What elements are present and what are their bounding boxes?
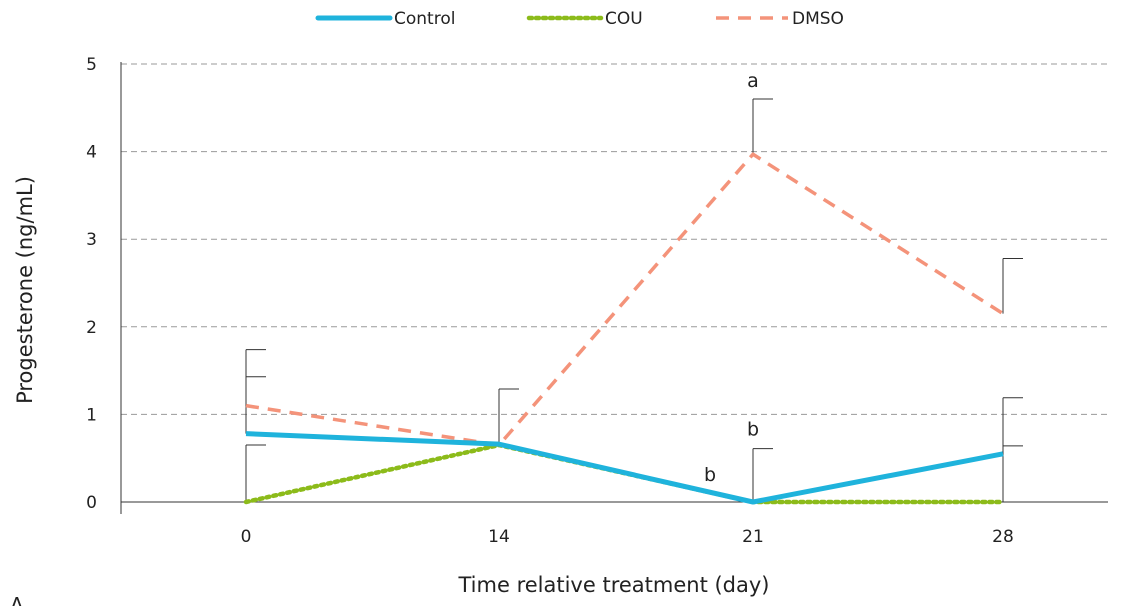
annotation-label: a — [747, 70, 759, 92]
legend-label-dmso: DMSO — [792, 9, 844, 29]
legend-label-control: Control — [394, 9, 455, 29]
annotation-label: b — [747, 418, 759, 440]
y-axis-title: Progesterone (ng/mL) — [13, 176, 37, 404]
y-tick-label: 5 — [86, 55, 97, 75]
y-tick-label: 2 — [86, 318, 97, 338]
x-tick-label: 0 — [241, 527, 252, 547]
y-tick-label: 1 — [86, 405, 97, 425]
x-tick-labels: 0 14 21 28 — [241, 527, 1014, 547]
series-line-control — [245, 431, 1004, 505]
x-axis-title: Time relative treatment (day) — [458, 573, 770, 597]
gridlines — [121, 63, 1108, 415]
y-tick-label: 3 — [86, 230, 97, 250]
y-tick-label: 0 — [86, 493, 97, 513]
error-bars — [245, 98, 1023, 502]
series-lines — [243, 152, 1006, 505]
annotation-label: b — [704, 464, 716, 486]
x-tick-label: 14 — [488, 527, 510, 547]
series-line-dmso — [245, 152, 1004, 447]
legend: Control COU DMSO — [315, 9, 844, 29]
annotations: a b b — [704, 70, 759, 486]
x-tick-label: 28 — [992, 527, 1014, 547]
y-tick-labels: 0 1 2 3 4 5 — [86, 55, 97, 513]
legend-label-cou: COU — [605, 9, 643, 29]
y-tick-label: 4 — [86, 143, 97, 163]
panel-label: A — [10, 593, 24, 606]
x-tick-label: 21 — [742, 527, 764, 547]
